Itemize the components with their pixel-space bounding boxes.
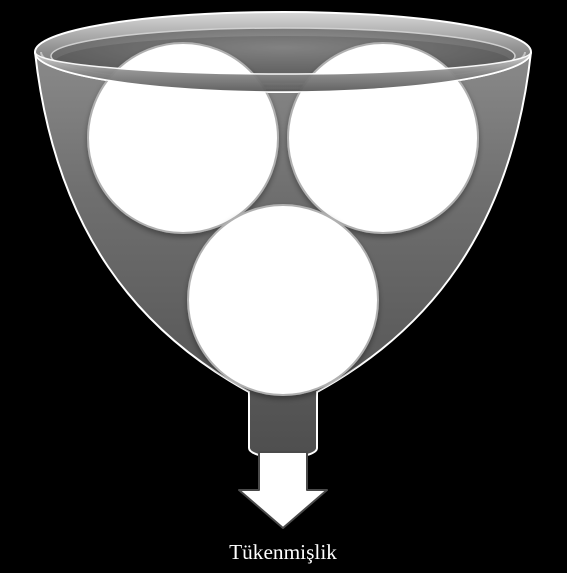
diagram-stage: Tükenmişlik (0, 0, 567, 573)
funnel-diagram (0, 0, 567, 573)
input-circle-3 (188, 205, 378, 395)
down-arrow-icon (239, 452, 327, 528)
output-label: Tükenmişlik (229, 540, 337, 565)
